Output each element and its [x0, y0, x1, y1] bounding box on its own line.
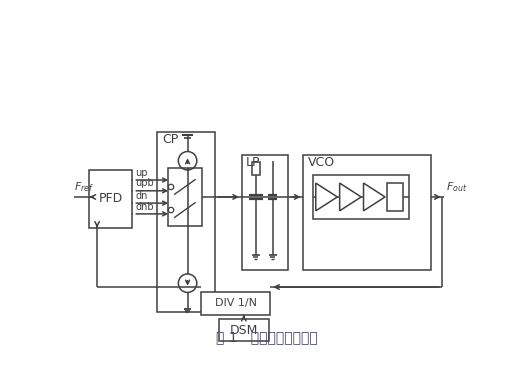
Text: DSM: DSM — [230, 324, 258, 337]
Text: 图 1   锁相环整体框架图: 图 1 锁相环整体框架图 — [216, 330, 317, 344]
Text: $F_{\mathregular{ref}}$: $F_{\mathregular{ref}}$ — [74, 180, 94, 194]
Bar — [242, 154, 288, 270]
Text: upb: upb — [136, 179, 154, 188]
Text: LP: LP — [246, 156, 260, 169]
Bar — [387, 183, 403, 211]
Text: DIV 1/N: DIV 1/N — [215, 298, 257, 308]
Bar — [201, 292, 270, 315]
Text: $F_{\mathregular{out}}$: $F_{\mathregular{out}}$ — [446, 180, 467, 194]
Text: up: up — [136, 168, 148, 178]
Bar — [252, 161, 259, 176]
Bar — [313, 176, 409, 218]
Text: dnb: dnb — [136, 202, 154, 212]
Bar — [168, 168, 202, 226]
Bar — [219, 319, 269, 341]
Text: VCO: VCO — [308, 156, 335, 169]
Bar — [89, 170, 132, 228]
Text: CP: CP — [162, 133, 178, 146]
Bar — [157, 131, 215, 312]
Bar — [304, 154, 431, 270]
Text: dn: dn — [136, 191, 148, 201]
Text: PFD: PFD — [98, 192, 123, 206]
